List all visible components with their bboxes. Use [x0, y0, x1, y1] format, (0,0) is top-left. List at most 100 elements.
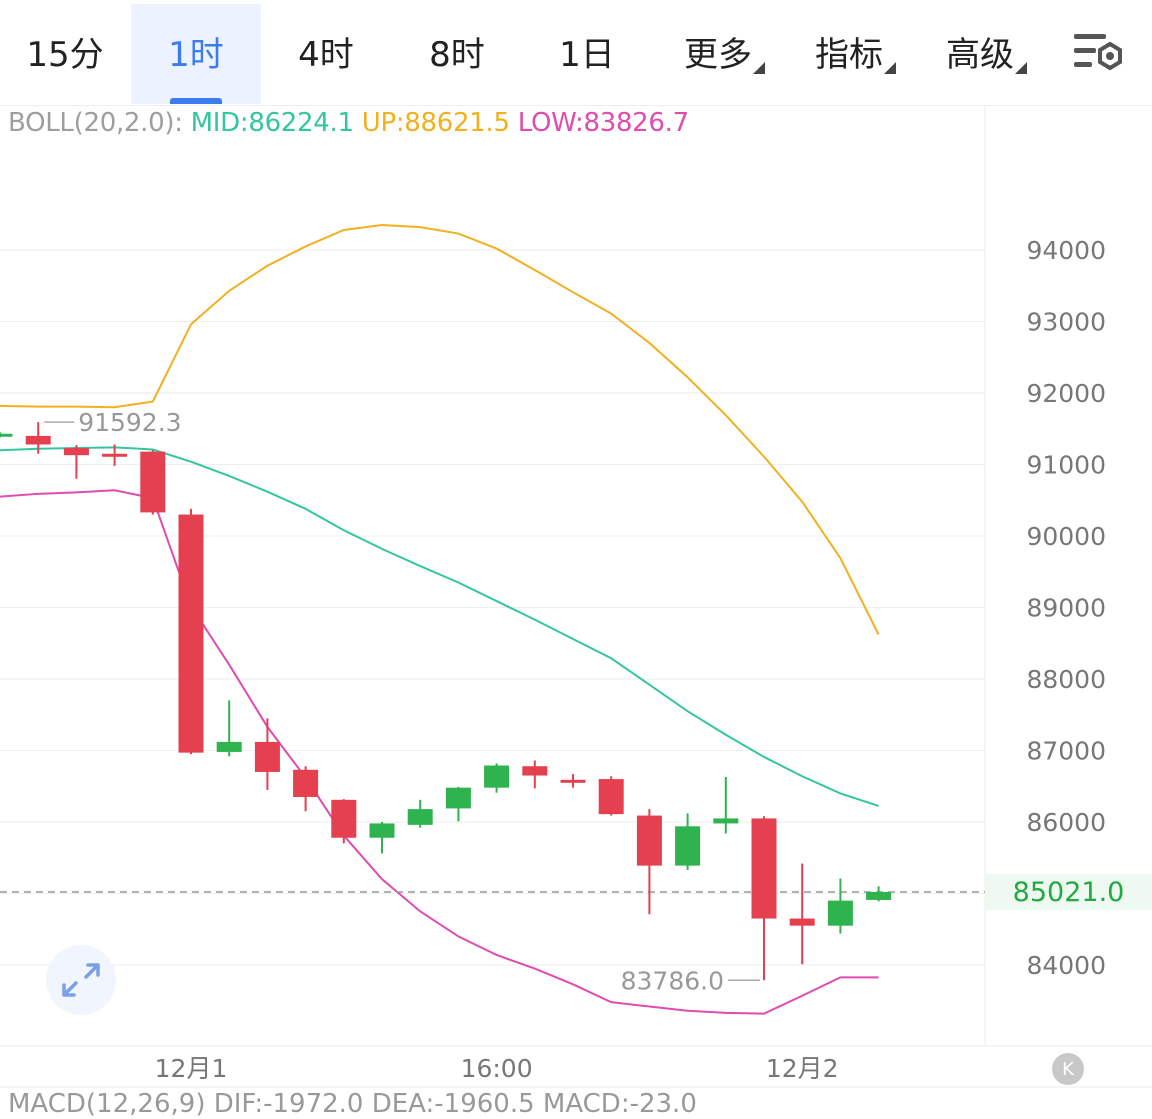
candle-body: [407, 809, 433, 825]
high-price-annotation: 91592.3: [78, 408, 181, 437]
dropdown-caret-icon: [1015, 62, 1027, 74]
tab-15min[interactable]: 15分: [0, 4, 130, 104]
candle-body: [0, 433, 13, 437]
boll-mid-value: MID:86224.1: [190, 108, 354, 138]
candle-body: [331, 799, 357, 838]
tab-label: 高级: [946, 34, 1014, 75]
chart-settings-icon: [1074, 34, 1122, 71]
candle-body: [63, 448, 89, 456]
tab-more[interactable]: 更多: [653, 4, 783, 104]
interval-tab-bar: 15分 1时 4时 8时 1日 更多 指标 高级: [0, 0, 1152, 106]
dropdown-caret-icon: [884, 62, 896, 74]
candle-body: [216, 741, 242, 752]
y-tick-label: 84000: [1026, 951, 1106, 980]
candle: [102, 444, 128, 466]
candle-body: [293, 769, 319, 797]
tab-label: 指标: [815, 34, 883, 75]
low-price-annotation: 83786.0: [621, 966, 724, 995]
current-price-tag: 85021.0: [985, 874, 1152, 910]
candle: [866, 886, 892, 902]
candle-body: [675, 826, 701, 866]
candle: [369, 822, 395, 854]
tab-advanced[interactable]: 高级: [915, 4, 1045, 104]
candle: [445, 786, 471, 822]
candle-body: [25, 435, 51, 445]
boll-legend: BOLL(20,2.0): MID:86224.1 UP:88621.5 LOW…: [8, 108, 689, 138]
y-tick-label: 92000: [1026, 379, 1106, 408]
tab-label: 更多: [684, 34, 752, 75]
y-tick-label: 93000: [1026, 308, 1106, 337]
y-tick-label: 89000: [1026, 594, 1106, 623]
candle: [407, 799, 433, 828]
boll-up-value: UP:88621.5: [361, 108, 510, 138]
k-line-button[interactable]: K: [1052, 1053, 1084, 1085]
tab-label: 8时: [429, 34, 485, 75]
candle: [751, 816, 777, 981]
tab-1hour[interactable]: 1时: [131, 4, 261, 104]
candle-body: [484, 765, 510, 788]
active-tab-indicator: [170, 98, 222, 104]
x-tick-label: 12月1: [155, 1054, 228, 1083]
candle: [560, 774, 586, 788]
boll-label: BOLL(20,2.0):: [8, 108, 183, 138]
candle-body: [140, 451, 166, 513]
candle: [522, 760, 548, 789]
candle: [598, 776, 624, 816]
x-tick-label: 12月2: [766, 1054, 839, 1083]
tab-8hour[interactable]: 8时: [392, 4, 522, 104]
y-tick-label: 90000: [1026, 522, 1106, 551]
candle: [713, 776, 739, 834]
candle-body: [866, 891, 892, 900]
candle: [63, 445, 89, 479]
candle: [178, 508, 204, 755]
tab-4hour[interactable]: 4时: [261, 4, 391, 104]
boll-lower-line: [0, 489, 879, 1015]
macd-legend: MACD(12,26,9) DIF:-1972.0 DEA:-1960.5 MA…: [8, 1089, 697, 1119]
candle: [484, 763, 510, 793]
candle-body: [789, 918, 815, 926]
candle: [827, 878, 853, 934]
candle: [254, 718, 280, 790]
dropdown-caret-icon: [753, 62, 765, 74]
tab-label: 1日: [559, 34, 615, 75]
candle: [675, 813, 701, 870]
macd-legend-text: MACD(12,26,9) DIF:-1972.0 DEA:-1960.5 MA…: [8, 1089, 697, 1119]
tab-label: 1时: [168, 34, 224, 75]
y-tick-label: 94000: [1026, 236, 1106, 265]
candle: [789, 863, 815, 965]
candle-body: [598, 779, 624, 815]
candle-body: [560, 779, 586, 783]
boll-low-value: LOW:83826.7: [517, 108, 689, 138]
candle: [331, 799, 357, 844]
tab-1day[interactable]: 1日: [522, 4, 652, 104]
chart-settings-button[interactable]: [1068, 28, 1128, 80]
candle-body: [713, 818, 739, 824]
tab-label: 4时: [298, 34, 354, 75]
candle: [293, 766, 319, 812]
candle-body: [445, 787, 471, 809]
current-price-value: 85021.0: [1012, 876, 1125, 908]
tab-label: 15分: [26, 34, 104, 75]
candle-body: [178, 514, 204, 753]
candle-body: [102, 453, 128, 457]
k-icon: K: [1062, 1058, 1074, 1080]
boll-mid-line: [0, 446, 879, 807]
y-tick-label: 87000: [1026, 737, 1106, 766]
candle: [636, 809, 662, 915]
y-tick-label: 91000: [1026, 451, 1106, 480]
expand-arrows-icon: [62, 963, 100, 997]
tab-indicators[interactable]: 指标: [784, 4, 914, 104]
boll-upper-line: [0, 223, 880, 636]
y-tick-label: 88000: [1026, 665, 1106, 694]
candle: [0, 432, 13, 438]
candle-body: [369, 823, 395, 838]
candle-body: [522, 766, 548, 776]
y-tick-label: 86000: [1026, 808, 1106, 837]
candle-body: [254, 741, 280, 772]
x-tick-label: 16:00: [461, 1054, 533, 1083]
candle-body: [751, 818, 777, 919]
expand-chart-button[interactable]: [46, 945, 116, 1015]
candle: [216, 700, 242, 757]
candle-body: [636, 815, 662, 866]
